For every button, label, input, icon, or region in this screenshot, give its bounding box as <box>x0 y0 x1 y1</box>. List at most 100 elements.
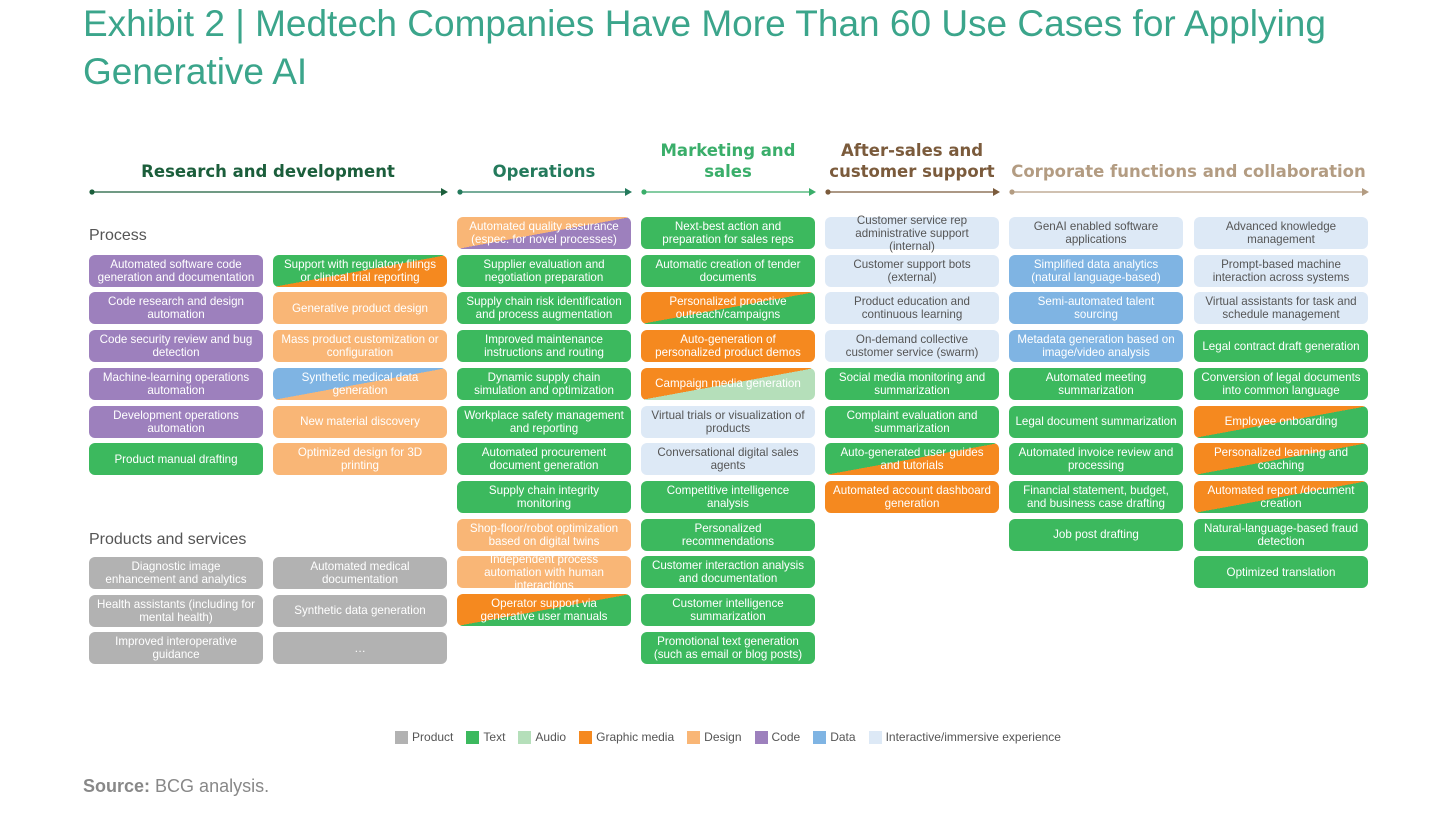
use-case: Conversational digital sales agents <box>641 443 815 476</box>
use-case: Customer service rep administrative supp… <box>825 214 999 253</box>
use-case: Diagnostic image enhancement and analyti… <box>89 557 263 589</box>
use-case: Workplace safety management and reportin… <box>457 405 631 438</box>
legend-label: Graphic media <box>596 730 675 744</box>
use-case: Automated account dashboard generation <box>825 480 999 513</box>
legend-swatch <box>518 730 532 744</box>
legend-swatch <box>395 730 409 744</box>
row-label: Products and services <box>89 531 247 548</box>
use-case: Prompt-based machine interaction across … <box>1194 254 1368 287</box>
legend-swatch <box>754 730 768 744</box>
header-arrow <box>825 188 1000 196</box>
header-arrow <box>457 188 632 196</box>
use-case: Advanced knowledge management <box>1194 217 1368 249</box>
use-case: Supply chain integrity monitoring <box>457 480 631 513</box>
column-header: After-sales and customer support <box>829 141 995 181</box>
use-case: New material discovery <box>273 405 447 438</box>
use-case: Shop-floor/robot optimization based on d… <box>457 518 631 551</box>
use-case: GenAI enabled software applications <box>1009 217 1183 249</box>
use-case: Automated report /document creation <box>1194 480 1368 513</box>
legend-label: Code <box>771 730 801 744</box>
use-case: Automatic creation of tender documents <box>641 254 815 287</box>
legend-item: Design <box>687 730 742 744</box>
use-case: Customer intelligence summarization <box>641 594 815 626</box>
use-case: Dynamic supply chain simulation and opti… <box>457 367 631 400</box>
use-case: Independent process automation with huma… <box>457 553 631 592</box>
use-case: Supplier evaluation and negotiation prep… <box>457 254 631 287</box>
legend-swatch <box>466 730 480 744</box>
use-case: Improved maintenance instructions and ro… <box>457 330 631 363</box>
use-case: Legal document summarization <box>1009 405 1183 438</box>
use-case: Job post drafting <box>1009 518 1183 551</box>
use-case: Synthetic data generation <box>273 594 447 627</box>
legend-swatch <box>813 730 827 744</box>
use-case: Personalized recommendations <box>641 518 815 551</box>
legend-item: Audio <box>518 730 566 744</box>
use-case: Virtual trials or visualization of produ… <box>641 405 815 438</box>
header-arrow <box>89 188 448 196</box>
use-case: Social media monitoring and summarizatio… <box>825 367 999 400</box>
use-case: Support with regulatory filings or clini… <box>273 254 447 287</box>
legend-label: Text <box>483 730 506 744</box>
legend-label: Design <box>704 730 742 744</box>
use-case: Metadata generation based on image/video… <box>1009 330 1183 363</box>
legend-item: Text <box>466 730 505 744</box>
legend-label: Interactive/immersive experience <box>885 730 1061 744</box>
use-case: Promotional text generation (such as ema… <box>641 631 815 664</box>
use-case: Machine-learning operations automation <box>89 367 263 400</box>
legend-item: Interactive/immersive experience <box>868 730 1061 744</box>
use-case: Competitive intelligence analysis <box>641 480 815 513</box>
use-case: Health assistants (including for mental … <box>89 594 263 627</box>
use-case: Improved interoperative guidance <box>89 632 263 665</box>
use-case: Natural-language-based fraud detection <box>1194 518 1368 551</box>
legend-item: Data <box>813 730 856 744</box>
legend-swatch <box>868 730 882 744</box>
source-text: BCG analysis. <box>155 776 270 796</box>
use-case: Auto-generated user guides and tutorials <box>825 443 999 476</box>
legend-label: Product <box>412 730 454 744</box>
use-case: Customer interaction analysis and docume… <box>641 556 815 589</box>
use-case: Supply chain risk identification and pro… <box>457 292 631 325</box>
header-arrow <box>641 188 816 196</box>
legend-label: Audio <box>535 730 567 744</box>
use-case: Product education and continuous learnin… <box>825 292 999 325</box>
use-case: On-demand collective customer service (s… <box>825 330 999 363</box>
use-case: Operator support via generative user man… <box>457 594 631 626</box>
source: Source: BCG analysis. <box>83 776 269 797</box>
use-case: Conversion of legal documents into commo… <box>1194 367 1368 400</box>
use-case: Customer support bots (external) <box>825 254 999 287</box>
use-case: Campaign media generation <box>641 367 815 400</box>
use-case: Personalized proactive outreach/campaign… <box>641 292 815 325</box>
column-header: Marketing and sales <box>660 141 796 181</box>
use-case: Automated invoice review and processing <box>1009 443 1183 476</box>
header-arrow <box>1009 188 1369 196</box>
title: Exhibit 2 | Medtech Companies Have More … <box>83 3 1326 92</box>
legend-item: Code <box>754 730 801 744</box>
use-case: Optimized translation <box>1194 556 1368 589</box>
use-case: Generative product design <box>273 292 447 325</box>
legend-label: Data <box>830 730 856 744</box>
use-case: Automated procurement document generatio… <box>457 443 631 476</box>
use-case: Automated meeting summarization <box>1009 367 1183 400</box>
use-case: Employee onboarding <box>1194 405 1368 438</box>
use-case: Personalized learning and coaching <box>1194 443 1368 476</box>
legend-swatch <box>687 730 701 744</box>
use-case: Automated quality assurance (espec. for … <box>457 217 631 249</box>
column-header: Research and development <box>141 162 395 181</box>
legend: Product Text Audio Graphic media Design Code D… <box>0 730 1456 744</box>
use-case: Code security review and bug detection <box>89 330 263 363</box>
use-case: Simplified data analytics (natural langu… <box>1009 254 1183 287</box>
use-case: Development operations automation <box>89 405 263 438</box>
use-case: Complaint evaluation and summarization <box>825 405 999 438</box>
use-case: Automated software code generation and d… <box>89 254 263 287</box>
use-case: Product manual drafting <box>89 443 263 476</box>
legend-item: Product <box>395 730 453 744</box>
row-label: Process <box>89 227 147 244</box>
use-case: Optimized design for 3D printing <box>273 443 447 476</box>
legend-swatch <box>579 730 593 744</box>
use-case: Auto-generation of personalized product … <box>641 330 815 363</box>
use-case: Legal contract draft generation <box>1194 330 1368 363</box>
source-label: Source: <box>83 776 151 796</box>
use-case: Code research and design automation <box>89 292 263 325</box>
column-header: Corporate functions and collaboration <box>1011 162 1366 181</box>
